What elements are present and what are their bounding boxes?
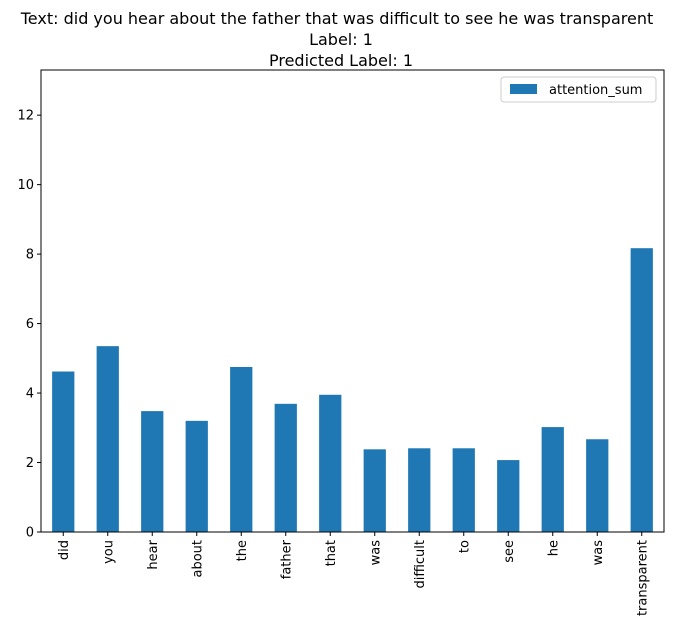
chart-title: Text: did you hear about the father that… — [20, 9, 654, 70]
chart-title-line-predicted: Predicted Label: 1 — [269, 51, 413, 70]
bar-7 — [363, 449, 386, 532]
legend-box — [500, 76, 657, 103]
chart-title-line-text: Text: did you hear about the father that… — [20, 9, 654, 28]
x-tick-label: see — [502, 540, 517, 563]
x-tick-label: you — [101, 540, 116, 564]
bars — [52, 248, 653, 532]
x-tick-label: difficult — [413, 540, 428, 589]
y-tick-label: 4 — [26, 387, 34, 402]
bar-0 — [52, 371, 75, 532]
bar-3 — [185, 420, 208, 532]
y-tick-label: 12 — [17, 109, 34, 124]
chart-title-line-label: Label: 1 — [309, 30, 373, 49]
bar-6 — [319, 394, 342, 532]
x-tick-label: about — [190, 540, 205, 578]
legend-swatch — [510, 84, 537, 94]
bar-10 — [497, 460, 520, 532]
x-tick-label: to — [457, 540, 472, 553]
x-tick-label: that — [324, 540, 339, 566]
bar-4 — [230, 367, 253, 532]
bar-13 — [630, 248, 653, 532]
x-tick-label: transparent — [635, 540, 650, 616]
y-tick-label: 10 — [17, 178, 34, 193]
plot-area-frame — [40, 69, 665, 533]
y-tick-label: 6 — [26, 317, 34, 332]
x-tick-label: was — [591, 540, 606, 566]
y-tick-label: 8 — [26, 248, 34, 263]
x-tick-label: he — [546, 540, 561, 556]
bar-9 — [452, 448, 475, 532]
x-tick-label: did — [57, 540, 72, 560]
bar-12 — [586, 439, 609, 532]
bar-1 — [96, 346, 119, 532]
x-tick-label: father — [279, 539, 294, 579]
x-tick-label: the — [235, 540, 250, 561]
bar-11 — [541, 427, 564, 532]
y-tick-label: 0 — [26, 526, 34, 541]
bar-8 — [408, 448, 431, 532]
bar-2 — [141, 411, 164, 532]
bar-5 — [274, 403, 297, 532]
y-tick-label: 2 — [26, 456, 34, 471]
x-tick-label: hear — [146, 539, 161, 569]
y-axis: 0 2 4 6 8 10 12 — [17, 109, 41, 541]
legend-label: attention_sum — [549, 83, 642, 98]
x-axis: did you hear about the father that was difficult… — [57, 532, 650, 616]
x-tick-label: was — [368, 540, 383, 566]
legend: attention_sum — [500, 76, 657, 103]
